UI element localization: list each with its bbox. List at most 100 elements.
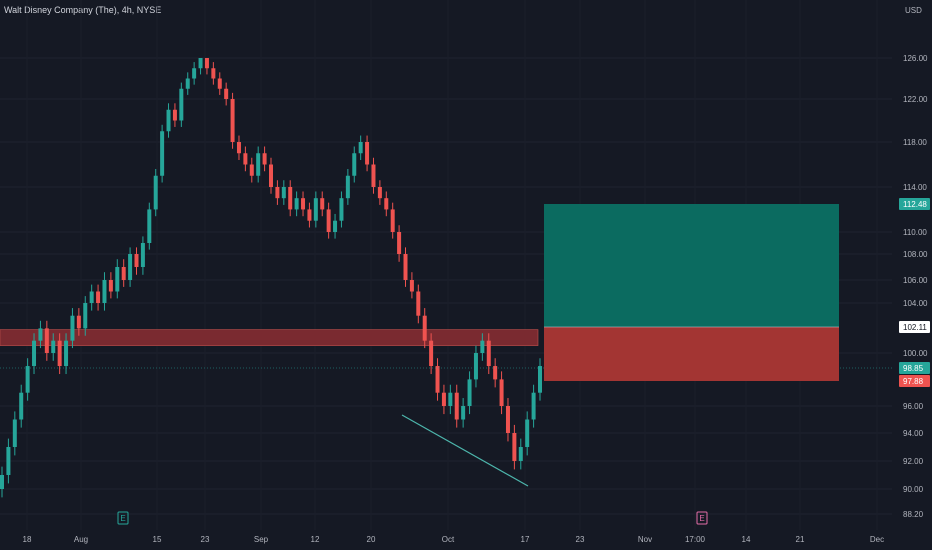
candle-body xyxy=(493,366,498,380)
y-tick-label: 94.00 xyxy=(903,429,924,438)
price-tag-stop xyxy=(899,375,930,387)
y-tick-label: 108.00 xyxy=(903,250,928,259)
chart-title: Walt Disney Company (The), 4h, NYSE xyxy=(4,5,162,15)
candle-body xyxy=(140,243,145,267)
x-tick-label: 18 xyxy=(23,535,32,544)
candle-body xyxy=(473,353,478,380)
x-tick-label: 23 xyxy=(201,535,210,544)
candle-body xyxy=(365,142,370,165)
candle-body xyxy=(179,88,184,121)
candle-body xyxy=(147,209,152,243)
candle-body xyxy=(538,366,542,393)
candle-body xyxy=(454,392,459,420)
candle-body xyxy=(76,315,81,329)
candle-body xyxy=(371,164,376,187)
candle-body xyxy=(32,340,37,367)
x-tick-label: 17:00 xyxy=(685,535,706,544)
candle-body xyxy=(19,392,24,420)
candle-body xyxy=(166,109,171,132)
candle-body xyxy=(204,58,209,69)
candle-body xyxy=(307,209,312,221)
candle-body xyxy=(115,267,120,292)
x-tick-label: 20 xyxy=(367,535,376,544)
y-tick-label: 106.00 xyxy=(903,276,928,285)
y-tick-label: 122.00 xyxy=(903,95,928,104)
y-tick-label: 126.00 xyxy=(903,54,928,63)
candle-body xyxy=(96,291,101,303)
x-tick-label: Aug xyxy=(74,535,88,544)
candle-body xyxy=(461,406,466,420)
target-zone xyxy=(544,204,839,327)
candle-body xyxy=(249,164,254,176)
candle-body xyxy=(256,153,261,176)
candle-body xyxy=(384,198,389,210)
x-tick-label: Sep xyxy=(254,535,269,544)
x-tick-label: Dec xyxy=(870,535,884,544)
candle-body xyxy=(275,187,280,199)
candle-body xyxy=(230,99,235,142)
candle-body xyxy=(339,198,344,221)
candle-body xyxy=(12,419,17,447)
y-tick-label: 96.00 xyxy=(903,402,924,411)
candle-body xyxy=(301,198,306,210)
candle-body xyxy=(422,315,427,341)
candle-body xyxy=(262,153,267,165)
candle-body xyxy=(236,142,241,154)
candle-body xyxy=(64,340,69,367)
candle-body xyxy=(70,315,75,341)
candle-body xyxy=(345,175,350,199)
candle-body xyxy=(397,232,402,254)
candle-body xyxy=(281,187,286,199)
y-tick-label: 100.00 xyxy=(903,349,928,358)
candle-body xyxy=(448,392,453,406)
candle-body xyxy=(25,366,30,393)
price-tag-target xyxy=(899,198,930,210)
candle-body xyxy=(0,475,4,489)
candle-body xyxy=(6,447,11,475)
candle-body xyxy=(499,379,504,406)
candle-body xyxy=(160,131,165,176)
y-tick-label: 92.00 xyxy=(903,457,924,466)
y-tick-label: 118.00 xyxy=(903,138,927,147)
candle-body xyxy=(128,254,133,280)
support-trendline xyxy=(401,414,529,487)
y-tick-label: 110.00 xyxy=(903,228,927,237)
candle-body xyxy=(153,175,158,210)
earnings-marker-label: E xyxy=(699,514,704,523)
earnings-marker-label: E xyxy=(120,514,125,523)
x-tick-label: 23 xyxy=(576,535,585,544)
stop-zone xyxy=(544,327,839,381)
candle-body xyxy=(89,291,94,303)
candle-body xyxy=(217,78,222,89)
candle-body xyxy=(531,392,536,420)
price-tag-last-label: 98.85 xyxy=(903,364,924,373)
candle-body xyxy=(403,254,408,280)
candle-body xyxy=(211,68,216,79)
candle-body xyxy=(429,340,434,367)
candle-body xyxy=(512,433,517,461)
candle-body xyxy=(333,220,338,232)
x-tick-label: 17 xyxy=(521,535,530,544)
candle-body xyxy=(441,392,446,406)
price-tag-stop-label: 97.88 xyxy=(903,377,924,386)
candle-body xyxy=(435,366,440,393)
candle-body xyxy=(121,267,126,280)
candle-body xyxy=(377,187,382,199)
candle-body xyxy=(51,340,56,353)
currency-label: USD xyxy=(905,6,922,15)
candle-body xyxy=(390,209,395,232)
x-tick-label: 12 xyxy=(311,535,320,544)
price-tag-last xyxy=(899,362,930,374)
candle-body xyxy=(313,198,318,221)
x-tick-label: 14 xyxy=(742,535,751,544)
y-tick-label: 90.00 xyxy=(903,485,924,494)
candle-body xyxy=(294,198,299,210)
candle-body xyxy=(467,379,472,406)
candle-body xyxy=(486,340,491,367)
candle-body xyxy=(172,109,177,121)
candle-body xyxy=(44,328,49,353)
candle-body xyxy=(352,153,357,176)
candle-body xyxy=(326,209,331,232)
